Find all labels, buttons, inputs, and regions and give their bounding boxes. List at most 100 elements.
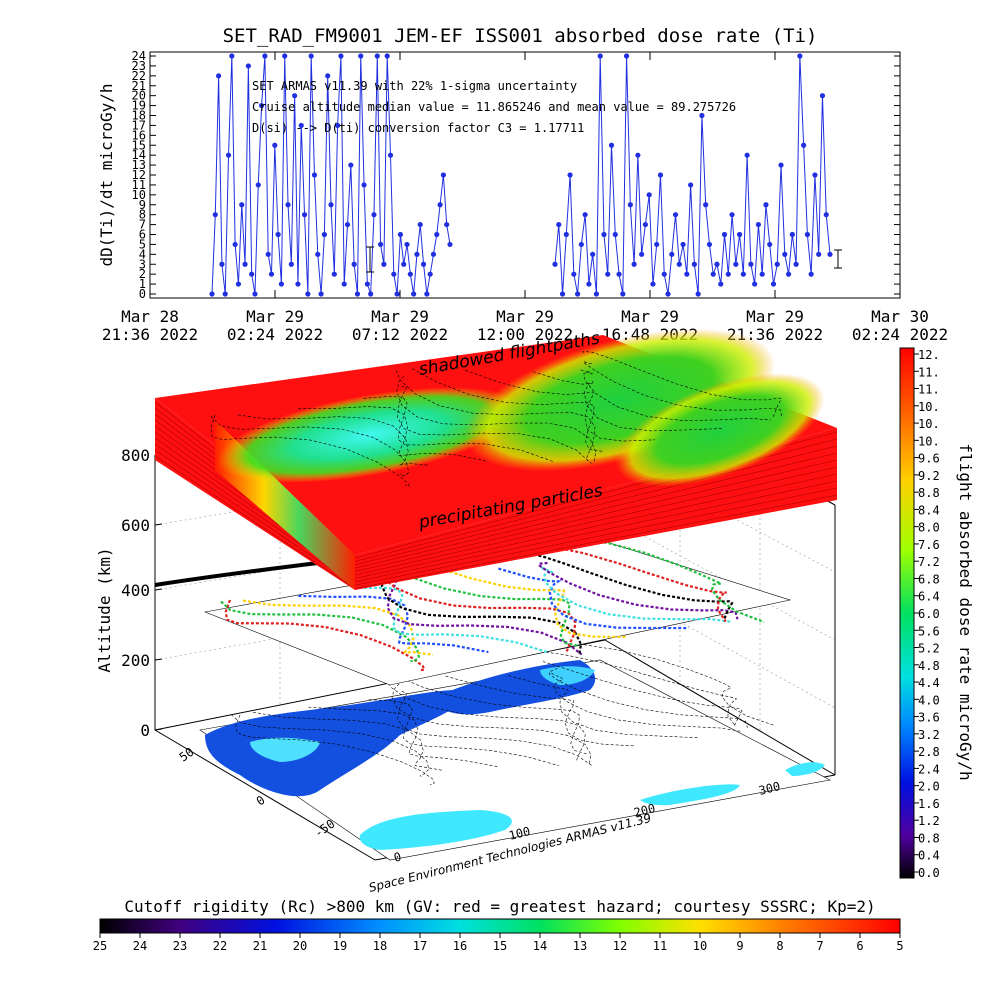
data-point (338, 53, 344, 59)
data-point (417, 221, 423, 228)
lat-tick-label: 50 (177, 745, 197, 765)
colorbar-tick-label: 0.4 (918, 849, 940, 863)
colorbar-tick-label: 6.4 (918, 590, 940, 604)
data-point (571, 271, 577, 277)
y-tick-label: 0 (139, 287, 146, 301)
z-tick-mark (154, 588, 163, 591)
data-point (298, 122, 304, 129)
flight-track (298, 594, 489, 654)
data-point (770, 281, 777, 287)
flight-track (498, 567, 689, 630)
dose-rate-colorbar: 12. 11. 11. 10. 10. 10. 9.6 9.2 8.8 8.4 8.0 7.6 7.2 6… (899, 347, 975, 880)
data-point (387, 152, 394, 158)
flight-track (242, 599, 434, 656)
data-point (650, 281, 656, 287)
flight-track (397, 676, 588, 755)
data-point (725, 271, 731, 277)
data-point (216, 73, 222, 79)
data-point (427, 271, 433, 277)
map-floor (199, 644, 831, 861)
y-axis-label: dD(Ti)/dt microGy/h (97, 83, 116, 266)
y-tick-label: 8 (139, 208, 146, 222)
data-point (444, 221, 450, 228)
data-point (288, 261, 294, 267)
data-point (672, 212, 679, 218)
y-tick-label: 9 (139, 198, 146, 212)
data-point (552, 261, 558, 267)
lon-tick-label: 100 (507, 824, 531, 843)
error-bars (366, 246, 842, 273)
data-point (816, 251, 822, 257)
y-tick-label: 11 (132, 178, 146, 192)
data-point (335, 122, 341, 129)
flight-track (358, 586, 550, 654)
data-point (639, 251, 645, 257)
flight-track (543, 660, 743, 727)
data-point (232, 241, 238, 248)
slab-edge-line (354, 466, 838, 576)
data-point (377, 241, 384, 248)
z-tick-label: 200 (121, 651, 150, 670)
rigidity-tick-label: 20 (293, 939, 307, 953)
colorbar-tick-label: 3.2 (918, 728, 940, 742)
data-point (718, 281, 724, 287)
data-point (301, 212, 308, 218)
data-point (311, 172, 318, 178)
data-point (789, 231, 795, 238)
data-point (331, 271, 337, 277)
flight-track (237, 414, 428, 467)
rigidity-tick-label: 5 (896, 939, 903, 953)
rigidity-tick-label: 25 (93, 939, 107, 953)
x-tick-time: 02:24 2022 (227, 325, 323, 344)
rigidity-tick-label: 14 (533, 939, 547, 953)
data-point (654, 241, 660, 248)
colorbar-tick-label: 6.0 (918, 607, 940, 621)
data-point (699, 112, 705, 119)
data-point (209, 291, 215, 297)
rigidity-tick-label: 19 (333, 939, 347, 953)
z-tick-mark (154, 728, 163, 731)
data-point (381, 261, 387, 267)
x-tick-time: 02:24 2022 (852, 325, 948, 344)
data-point (556, 221, 562, 228)
data-point (222, 291, 228, 297)
flight-track (464, 369, 656, 442)
data-point (801, 142, 807, 148)
z-tick-mark (154, 658, 163, 661)
y-tick-label: 15 (132, 138, 146, 152)
data-point (785, 271, 792, 277)
slab-edge-line (354, 487, 838, 586)
z-tick-label: 0 (140, 721, 150, 740)
z-axis-label: Altitude (km) (95, 547, 114, 672)
flight-track (298, 406, 489, 462)
data-point (434, 231, 440, 238)
data-point (729, 212, 735, 218)
data-point (447, 241, 453, 248)
data-point (608, 142, 615, 148)
data-point (823, 212, 829, 218)
data-point (239, 202, 245, 208)
colorbar-tick-label: 5.6 (918, 624, 940, 638)
data-point (437, 202, 443, 208)
flight-track (412, 368, 603, 452)
data-point (424, 291, 430, 297)
y-tick-label: 13 (132, 158, 146, 172)
data-point (364, 281, 370, 287)
data-point (252, 291, 258, 297)
rigidity-tick-label: 12 (613, 939, 627, 953)
colorbar-tick-label: 1.6 (918, 797, 940, 811)
data-point (804, 231, 810, 238)
data-point (245, 63, 251, 69)
y-tick-label: 4 (139, 247, 146, 261)
flight-track (210, 414, 410, 487)
y-tick-label: 20 (132, 89, 146, 103)
flight-track (386, 678, 586, 761)
rigidity-tick-label: 15 (493, 939, 507, 953)
rigidity-tick-label: 9 (736, 939, 743, 953)
colorbar-tick-label: 6.8 (918, 572, 940, 586)
data-point (563, 231, 569, 238)
data-point (590, 251, 596, 257)
data-point (368, 291, 374, 297)
